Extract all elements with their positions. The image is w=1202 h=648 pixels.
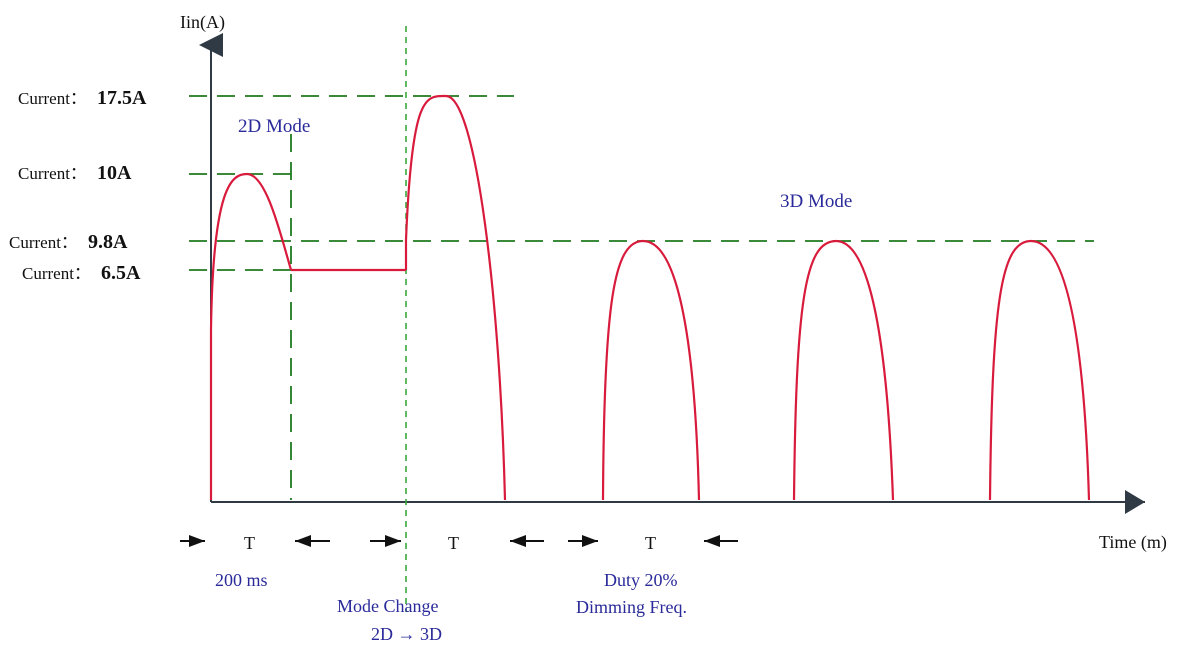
period-label-1: T (244, 533, 255, 553)
current-label-6-5a: Current： 6.5A (22, 262, 141, 284)
mode-change-direction-label: 2D → 3D (371, 624, 442, 644)
y-axis-label: Iin(A) (180, 12, 225, 33)
mode-change-label: Mode Change (337, 596, 438, 616)
x-axis-label: Time (m) (1099, 532, 1167, 553)
current-label-9-8a: Current： 9.8A (9, 231, 128, 253)
3d-current-pulse-1 (601, 239, 701, 501)
current-label-17-5a: Current： 17.5A (18, 87, 147, 109)
mode-2d-label: 2D Mode (238, 116, 310, 137)
startup-current-pulse (209, 172, 293, 500)
3d-current-pulse-2 (792, 239, 895, 501)
period-label-3: T (645, 533, 656, 553)
startup-time-label: 200 ms (215, 570, 268, 590)
period-label-2: T (448, 533, 459, 553)
mode-change-current-pulse (404, 94, 507, 501)
3d-current-pulse-3 (988, 239, 1091, 501)
dimming-frequency-label: Dimming Freq. (576, 597, 687, 617)
duty-label: Duty 20% (604, 570, 678, 590)
mode-3d-label: 3D Mode (780, 191, 852, 212)
current-label-10a: Current： 10A (18, 162, 132, 184)
